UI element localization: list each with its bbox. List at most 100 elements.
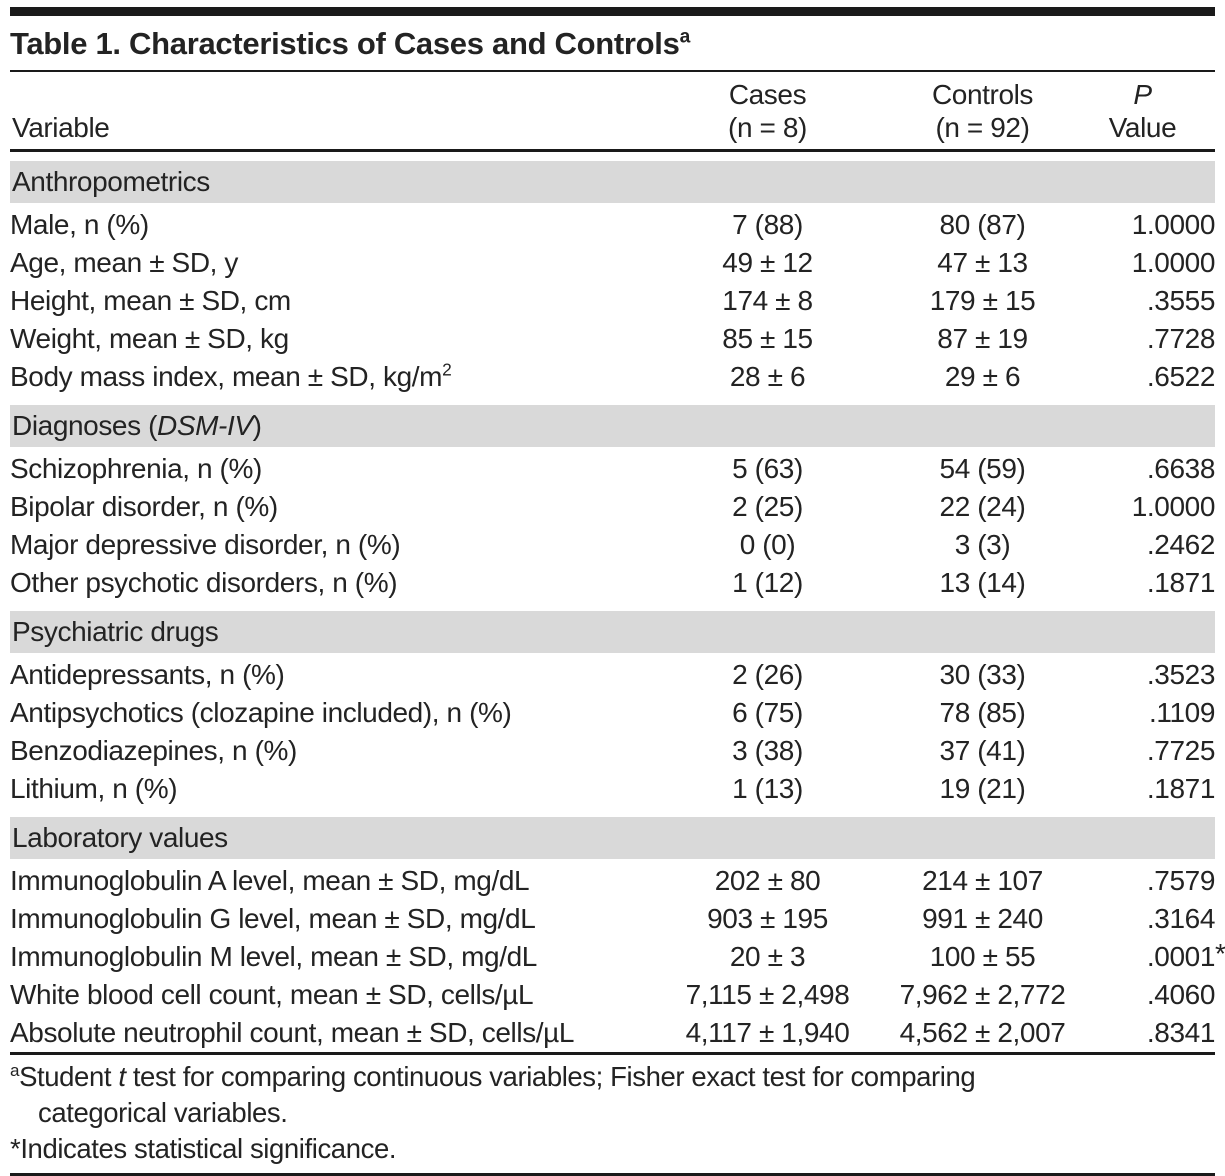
row-cases-value: 5 (63) [732,453,803,484]
table-row: Absolute neutrophil count, mean ± SD, ce… [10,1014,1215,1052]
row-variable-label: Immunoglobulin G level, mean ± SD, mg/dL [10,903,536,934]
table-footnotes: aStudent t test for comparing continuous… [10,1052,1215,1173]
section-header: Psychiatric drugs [10,611,1215,653]
table-row: Immunoglobulin G level, mean ± SD, mg/dL… [10,900,1215,938]
asterisk-marker: * [10,1133,21,1164]
row-p-value: .8341 [1146,1017,1215,1048]
row-p-value: .3523 [1146,659,1215,690]
row-cases-value: 1 (13) [732,773,803,804]
row-controls-value: 13 (14) [939,567,1026,598]
table-title-superscript: a [679,26,691,48]
row-variable-label: Age, mean ± SD, y [10,247,239,278]
row-controls-value: 179 ± 15 [929,285,1036,316]
table-title-text: Table 1. Characteristics of Cases and Co… [10,26,680,61]
row-variable-label: Body mass index, mean ± SD, kg/m2 [10,359,452,392]
row-cases-value: 903 ± 195 [707,903,828,934]
row-variable-label: White blood cell count, mean ± SD, cells… [10,979,534,1010]
row-controls-value: 54 (59) [939,453,1026,484]
table-row: Weight, mean ± SD, kg 85 ± 15 87 ± 19 .7… [10,320,1215,358]
row-variable-label: Antidepressants, n (%) [10,659,285,690]
table-row: Schizophrenia, n (%) 5 (63) 54 (59) .663… [10,450,1215,488]
row-p-value: .1871 [1146,567,1215,598]
row-p-value: 1.0000 [1131,247,1216,278]
row-controls-value: 991 ± 240 [922,903,1043,934]
row-cases-value: 7 (88) [732,209,803,240]
table-row: Antidepressants, n (%) 2 (26) 30 (33) .3… [10,656,1215,694]
row-p-value: .1109 [1149,697,1215,728]
row-p-value: .3555 [1146,285,1215,316]
table-row: Immunoglobulin A level, mean ± SD, mg/dL… [10,862,1215,900]
row-cases-value: 3 (38) [732,735,803,766]
row-controls-value: 7,962 ± 2,772 [899,979,1066,1010]
row-variable-label: Male, n (%) [10,209,149,240]
section-header: Diagnoses (DSM-IV) [10,405,1215,447]
row-controls-value: 3 (3) [954,529,1011,560]
row-controls-value: 37 (41) [939,735,1026,766]
row-cases-value: 2 (26) [732,659,803,690]
table-row: Lithium, n (%) 1 (13) 19 (21) .1871 [10,770,1215,808]
row-cases-value: 4,117 ± 1,940 [685,1017,850,1048]
row-cases-value: 85 ± 15 [722,323,813,354]
table-row: Male, n (%) 7 (88) 80 (87) 1.0000 [10,206,1215,244]
footnote-significance: *Indicates statistical significance. [10,1133,397,1164]
row-p-value: .7725 [1146,735,1215,766]
row-controls-value: 47 ± 13 [937,247,1028,278]
table-body: Anthropometrics Male, n (%) 7 (88) 80 (8… [10,151,1225,1053]
row-controls-value: 78 (85) [939,697,1026,728]
table-header-row: Variable Cases (n = 8) Controls (n = 92) P… [10,72,1215,152]
table-title: Table 1. Characteristics of Cases and Co… [10,25,1215,63]
row-controls-value: 19 (21) [939,773,1026,804]
row-p-value: .7728 [1146,323,1215,354]
row-cases-value: 2 (25) [732,491,803,522]
row-controls-value: 87 ± 19 [937,323,1028,354]
section-header-row: Psychiatric drugs [10,602,1215,656]
row-p-value: .6522 [1146,361,1215,392]
row-controls-value: 29 ± 6 [944,361,1021,392]
row-p-value: .4060 [1146,979,1215,1010]
section-header: Anthropometrics [10,161,1215,203]
row-cases-value: 6 (75) [732,697,803,728]
section-header-row: Anthropometrics [10,151,1215,207]
row-controls-value: 30 (33) [939,659,1026,690]
title-divider [10,70,1215,72]
row-variable-label: Absolute neutrophil count, mean ± SD, ce… [10,1017,575,1048]
row-cases-value: 20 ± 3 [729,941,806,972]
table-row: Other psychotic disorders, n (%) 1 (12) … [10,564,1215,602]
significance-asterisk: * [1215,938,1225,969]
row-variable-label: Height, mean ± SD, cm [10,285,291,316]
table-row: Major depressive disorder, n (%) 0 (0) 3… [10,526,1215,564]
row-controls-value: 4,562 ± 2,007 [899,1017,1066,1048]
row-cases-value: 1 (12) [732,567,803,598]
table-row: Age, mean ± SD, y 49 ± 12 47 ± 13 1.0000 [10,244,1215,282]
row-p-value: 1.0000 [1131,209,1216,240]
row-variable-label: Bipolar disorder, n (%) [10,491,278,522]
row-p-value: .1871 [1146,773,1215,804]
row-variable-label: Other psychotic disorders, n (%) [10,567,398,598]
table-row: Immunoglobulin M level, mean ± SD, mg/dL… [10,938,1225,976]
row-variable-label: Weight, mean ± SD, kg [10,323,289,354]
row-variable-label: Benzodiazepines, n (%) [10,735,297,766]
table-header: Variable Cases (n = 8) Controls (n = 92) P… [10,72,1215,152]
row-variable-label: Antipsychotics (clozapine included), n (… [10,697,512,728]
section-header-row: Diagnoses (DSM-IV) [10,396,1215,450]
section-header: Laboratory values [10,817,1215,859]
row-controls-value: 214 ± 107 [922,865,1043,896]
row-variable-label: Schizophrenia, n (%) [10,453,262,484]
column-header-cases: Cases (n = 8) [650,72,885,152]
row-variable-label: Immunoglobulin M level, mean ± SD, mg/dL [10,941,537,972]
section-header-row: Laboratory values [10,808,1215,862]
table-row: Bipolar disorder, n (%) 2 (25) 22 (24) 1… [10,488,1215,526]
table-row: Benzodiazepines, n (%) 3 (38) 37 (41) .7… [10,732,1215,770]
table-top-bar [10,7,1215,16]
characteristics-table: Variable Cases (n = 8) Controls (n = 92) P… [10,72,1225,1053]
row-p-value: .2462 [1146,529,1215,560]
row-cases-value: 174 ± 8 [722,285,813,316]
row-p-value: .3164 [1146,903,1215,934]
row-variable-label: Lithium, n (%) [10,773,178,804]
row-cases-value: 49 ± 12 [722,247,813,278]
row-p-value: .0001 * [1146,938,1225,972]
table-row: Body mass index, mean ± SD, kg/m2 28 ± 6… [10,358,1215,396]
row-controls-value: 80 (87) [939,209,1026,240]
row-cases-value: 7,115 ± 2,498 [685,979,850,1010]
